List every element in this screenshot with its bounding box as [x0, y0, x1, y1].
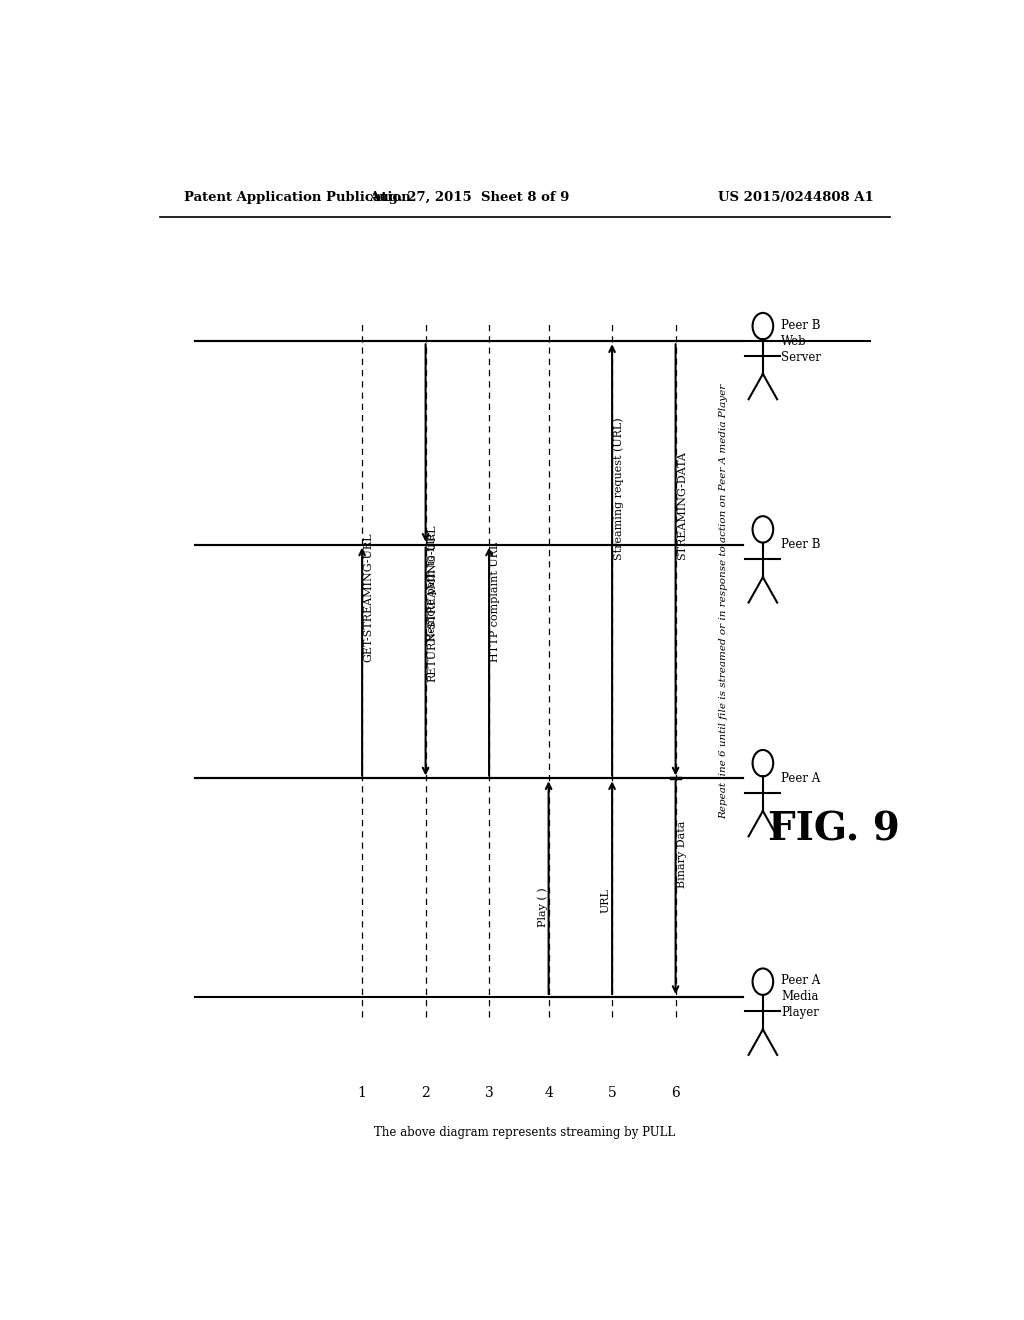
Text: Streaming request (URL): Streaming request (URL) [613, 417, 624, 560]
Text: 2: 2 [421, 1086, 430, 1101]
Text: 5: 5 [607, 1086, 616, 1101]
Text: Repeat line 6 until file is streamed or in response to action on Peer A media Pl: Repeat line 6 until file is streamed or … [719, 384, 728, 818]
Text: Peer B
Web
Server: Peer B Web Server [781, 319, 821, 364]
Text: GET-STREAMING-URL: GET-STREAMING-URL [364, 532, 374, 661]
Text: 6: 6 [671, 1086, 680, 1101]
Text: URL: URL [601, 887, 610, 912]
Text: The above diagram represents streaming by PULL: The above diagram represents streaming b… [374, 1126, 676, 1139]
Text: US 2015/0244808 A1: US 2015/0244808 A1 [718, 190, 873, 203]
Text: Peer B: Peer B [781, 539, 820, 552]
Text: 3: 3 [484, 1086, 494, 1101]
Text: Binary Data: Binary Data [677, 820, 687, 887]
Text: Remote path to file: Remote path to file [427, 533, 437, 642]
Text: 4: 4 [544, 1086, 553, 1101]
Text: STREAMING-DATA: STREAMING-DATA [677, 451, 687, 560]
Text: Peer A: Peer A [781, 772, 820, 785]
Text: Peer A
Media
Player: Peer A Media Player [781, 974, 820, 1019]
Text: Aug. 27, 2015  Sheet 8 of 9: Aug. 27, 2015 Sheet 8 of 9 [369, 190, 569, 203]
Text: Play ( ): Play ( ) [537, 887, 548, 927]
Text: 1: 1 [357, 1086, 367, 1101]
Text: HTTP complaint URL: HTTP complaint URL [490, 541, 501, 661]
Text: Patent Application Publication: Patent Application Publication [183, 190, 411, 203]
Text: RETURN-STREAMING-URL: RETURN-STREAMING-URL [427, 524, 437, 682]
Text: FIG. 9: FIG. 9 [768, 810, 900, 849]
